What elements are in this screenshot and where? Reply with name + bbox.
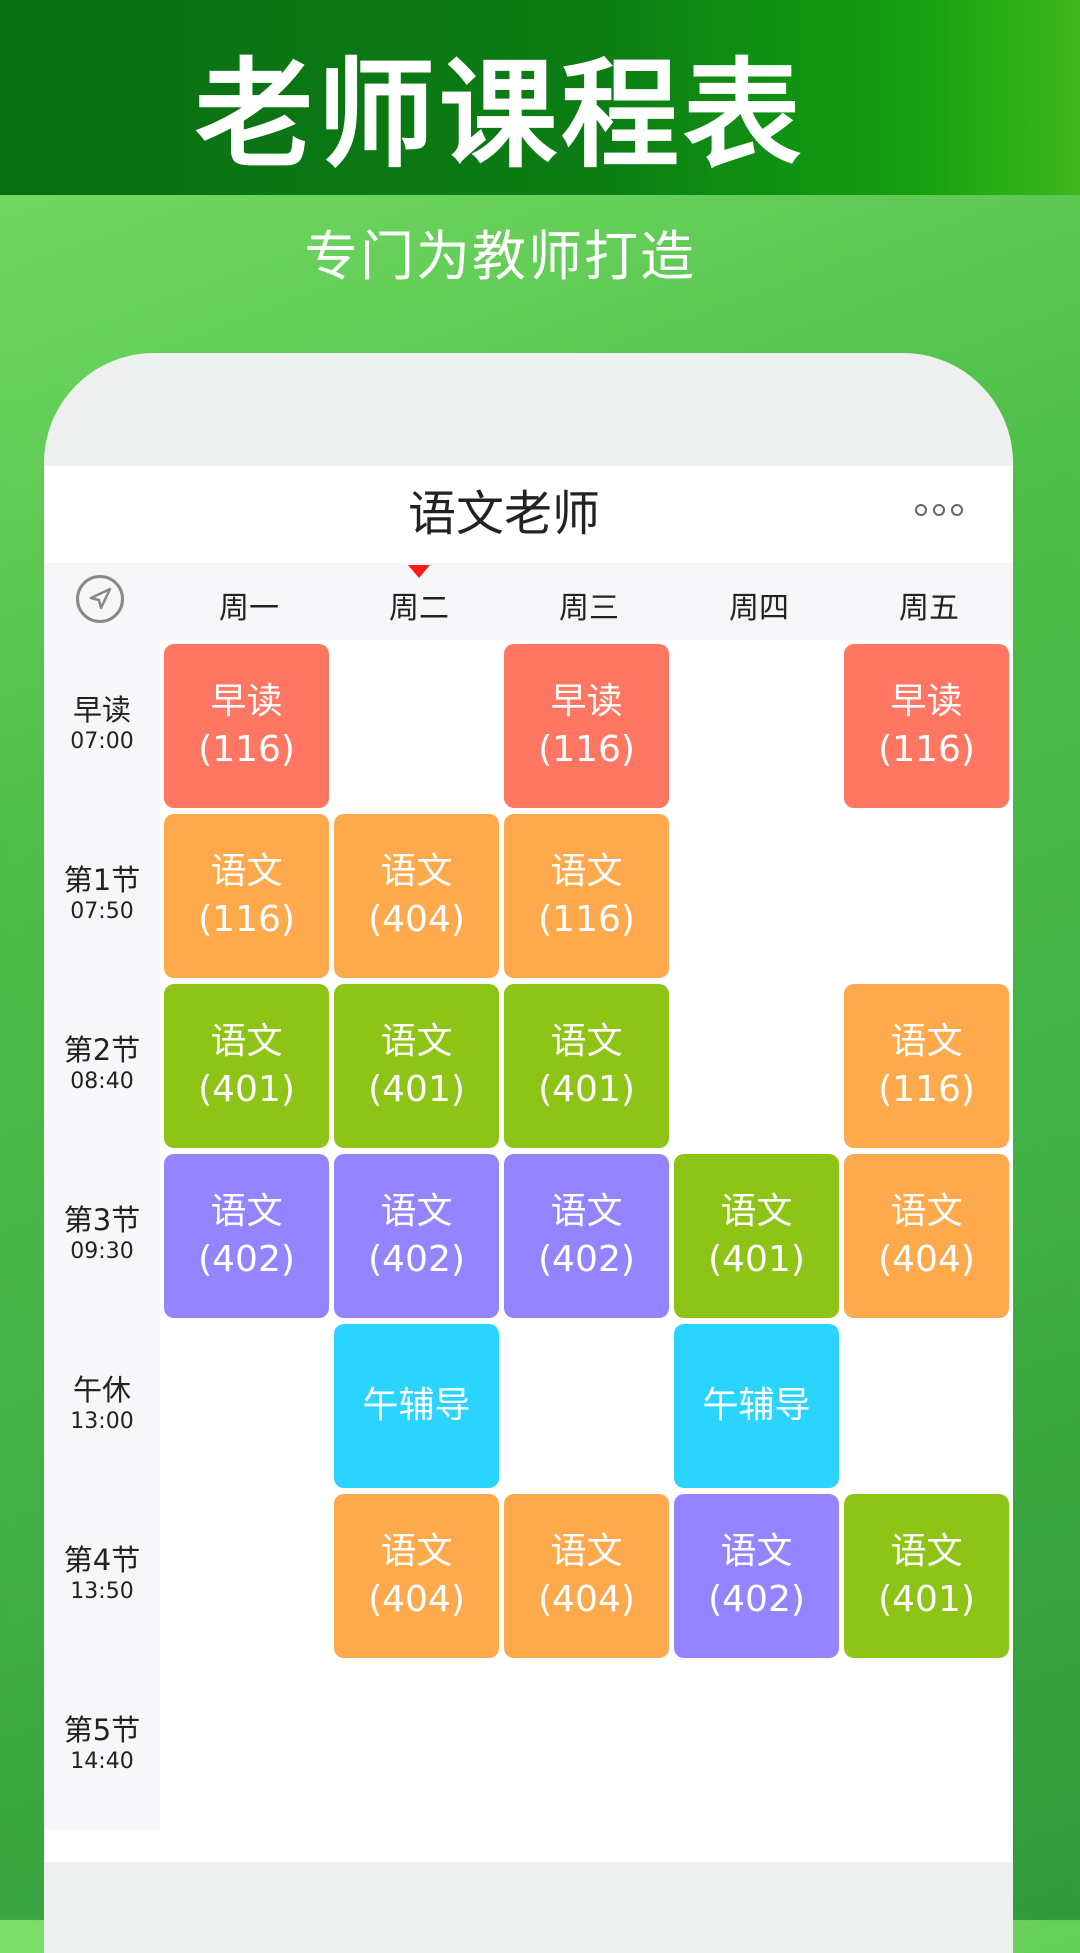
class-subject: 语文 — [890, 1021, 963, 1062]
class-room: (401) — [878, 1579, 975, 1620]
class-cell[interactable]: 语文 (402) — [164, 1154, 329, 1318]
class-subject: 语文 — [550, 1021, 623, 1062]
period-label: 第3节 09:30 — [44, 1202, 160, 1266]
banner-subtitle: 专门为教师打造 — [304, 225, 696, 288]
period-time: 13:00 — [70, 1409, 134, 1434]
class-cell[interactable]: 语文 (401) — [164, 984, 329, 1148]
period-time: 07:50 — [70, 899, 134, 924]
class-room: (402) — [198, 1239, 295, 1280]
period-label: 午休 13:00 — [44, 1372, 160, 1436]
period-name: 第5节 — [63, 1713, 141, 1747]
class-room: (401) — [198, 1069, 295, 1110]
current-day-marker — [408, 565, 430, 578]
banner — [0, 0, 1080, 195]
class-cell[interactable]: 语文 (404) — [504, 1494, 669, 1658]
period-name: 第3节 — [63, 1203, 141, 1237]
class-subject: 语文 — [890, 1531, 963, 1572]
class-subject: 语文 — [890, 1191, 963, 1232]
class-subject: 语文 — [550, 1531, 623, 1572]
class-cell[interactable]: 午辅导 — [334, 1324, 499, 1488]
period-label: 第4节 13:50 — [44, 1542, 160, 1606]
class-room: (116) — [878, 1069, 975, 1110]
class-cell[interactable]: 语文 (404) — [844, 1154, 1009, 1318]
class-cell[interactable]: 语文 (401) — [504, 984, 669, 1148]
class-subject: 早读 — [210, 681, 283, 722]
period-name: 早读 — [72, 693, 131, 727]
banner-title: 老师课程表 — [194, 46, 805, 184]
period-name: 第1节 — [63, 863, 141, 897]
period-time: 08:40 — [70, 1069, 134, 1094]
class-room: (116) — [538, 899, 635, 940]
period-label: 早读 07:00 — [44, 692, 160, 756]
class-room: (402) — [538, 1239, 635, 1280]
period-label: 第1节 07:50 — [44, 862, 160, 926]
class-room: (401) — [708, 1239, 805, 1280]
class-cell[interactable]: 早读 (116) — [504, 644, 669, 808]
class-subject: 语文 — [210, 1191, 283, 1232]
day-header-4[interactable]: 周四 — [729, 591, 789, 626]
period-label: 第2节 08:40 — [44, 1032, 160, 1096]
class-subject: 语文 — [210, 1021, 283, 1062]
more-dots-icon[interactable] — [915, 504, 963, 516]
period-time: 07:00 — [70, 729, 134, 754]
class-room: (402) — [368, 1239, 465, 1280]
class-room: (404) — [368, 899, 465, 940]
period-name: 第4节 — [63, 1543, 141, 1577]
day-header-1[interactable]: 周一 — [219, 591, 279, 626]
class-room: (116) — [538, 729, 635, 770]
class-subject: 早读 — [550, 681, 623, 722]
class-subject: 语文 — [720, 1191, 793, 1232]
location-arrow-icon[interactable] — [76, 575, 124, 623]
class-cell[interactable]: 早读 (116) — [844, 644, 1009, 808]
day-header-2[interactable]: 周二 — [389, 591, 449, 626]
class-room: (404) — [878, 1239, 975, 1280]
class-room: (116) — [878, 729, 975, 770]
class-room: (401) — [368, 1069, 465, 1110]
page-title: 语文老师 — [407, 486, 600, 542]
day-header-3[interactable]: 周三 — [559, 591, 619, 626]
class-subject: 语文 — [550, 851, 623, 892]
class-cell[interactable]: 早读 (116) — [164, 644, 329, 808]
class-cell[interactable]: 午辅导 — [674, 1324, 839, 1488]
class-cell[interactable]: 语文 (402) — [674, 1494, 839, 1658]
period-label: 第5节 14:40 — [44, 1712, 160, 1776]
class-subject: 语文 — [380, 1191, 453, 1232]
class-cell[interactable]: 语文 (401) — [334, 984, 499, 1148]
weekday-header: 周一 周二 周三 周四 周五 — [44, 563, 1013, 640]
class-cell[interactable]: 语文 (116) — [844, 984, 1009, 1148]
class-cell[interactable]: 语文 (402) — [334, 1154, 499, 1318]
class-subject: 语文 — [720, 1531, 793, 1572]
class-subject: 语文 — [210, 851, 283, 892]
class-cell[interactable]: 语文 (402) — [504, 1154, 669, 1318]
period-time: 14:40 — [70, 1749, 134, 1774]
class-room: (116) — [198, 729, 295, 770]
period-name: 午休 — [72, 1373, 131, 1407]
class-subject: 语文 — [380, 851, 453, 892]
class-cell[interactable]: 语文 (404) — [334, 814, 499, 978]
period-time: 13:50 — [70, 1579, 134, 1604]
class-room: (116) — [198, 899, 295, 940]
timetable-grid: 早读 07:00 第1节 07:50 第2节 08:40 第3节 09:30 午休 13:00 第4… — [44, 640, 1013, 1862]
class-subject: 午辅导 — [702, 1385, 811, 1426]
class-room: (404) — [368, 1579, 465, 1620]
class-subject: 语文 — [550, 1191, 623, 1232]
class-cell[interactable]: 语文 (401) — [844, 1494, 1009, 1658]
class-room: (401) — [538, 1069, 635, 1110]
app-title-bar: 语文老师 — [44, 466, 1013, 563]
class-subject: 早读 — [890, 681, 963, 722]
class-subject: 语文 — [380, 1531, 453, 1572]
class-cell[interactable]: 语文 (116) — [164, 814, 329, 978]
class-cell[interactable]: 语文 (116) — [504, 814, 669, 978]
class-room: (402) — [708, 1579, 805, 1620]
period-name: 第2节 — [63, 1033, 141, 1067]
class-cell[interactable]: 语文 (401) — [674, 1154, 839, 1318]
class-cell[interactable]: 语文 (404) — [334, 1494, 499, 1658]
period-column: 早读 07:00 第1节 07:50 第2节 08:40 第3节 09:30 午休 13:00 第4… — [44, 640, 160, 1829]
class-subject: 语文 — [380, 1021, 453, 1062]
period-time: 09:30 — [70, 1239, 134, 1264]
day-header-5[interactable]: 周五 — [899, 591, 959, 626]
class-room: (404) — [538, 1579, 635, 1620]
class-subject: 午辅导 — [362, 1385, 471, 1426]
phone-screen: 语文老师 周一 周二 周三 周四 周五 早读 07:00 第1节 07:50 第2节 08:40 第… — [44, 353, 1013, 1953]
